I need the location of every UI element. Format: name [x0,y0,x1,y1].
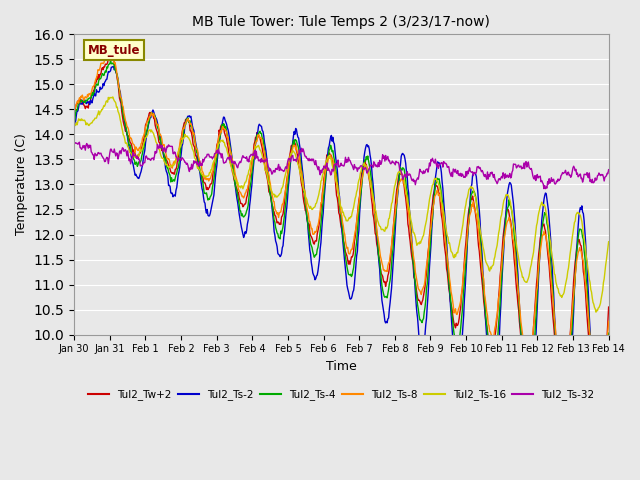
Title: MB Tule Tower: Tule Temps 2 (3/23/17-now): MB Tule Tower: Tule Temps 2 (3/23/17-now… [193,15,490,29]
X-axis label: Time: Time [326,360,356,373]
Y-axis label: Temperature (C): Temperature (C) [15,133,28,235]
Text: MB_tule: MB_tule [88,44,140,57]
Legend: Tul2_Tw+2, Tul2_Ts-2, Tul2_Ts-4, Tul2_Ts-8, Tul2_Ts-16, Tul2_Ts-32: Tul2_Tw+2, Tul2_Ts-2, Tul2_Ts-4, Tul2_Ts… [84,385,599,405]
